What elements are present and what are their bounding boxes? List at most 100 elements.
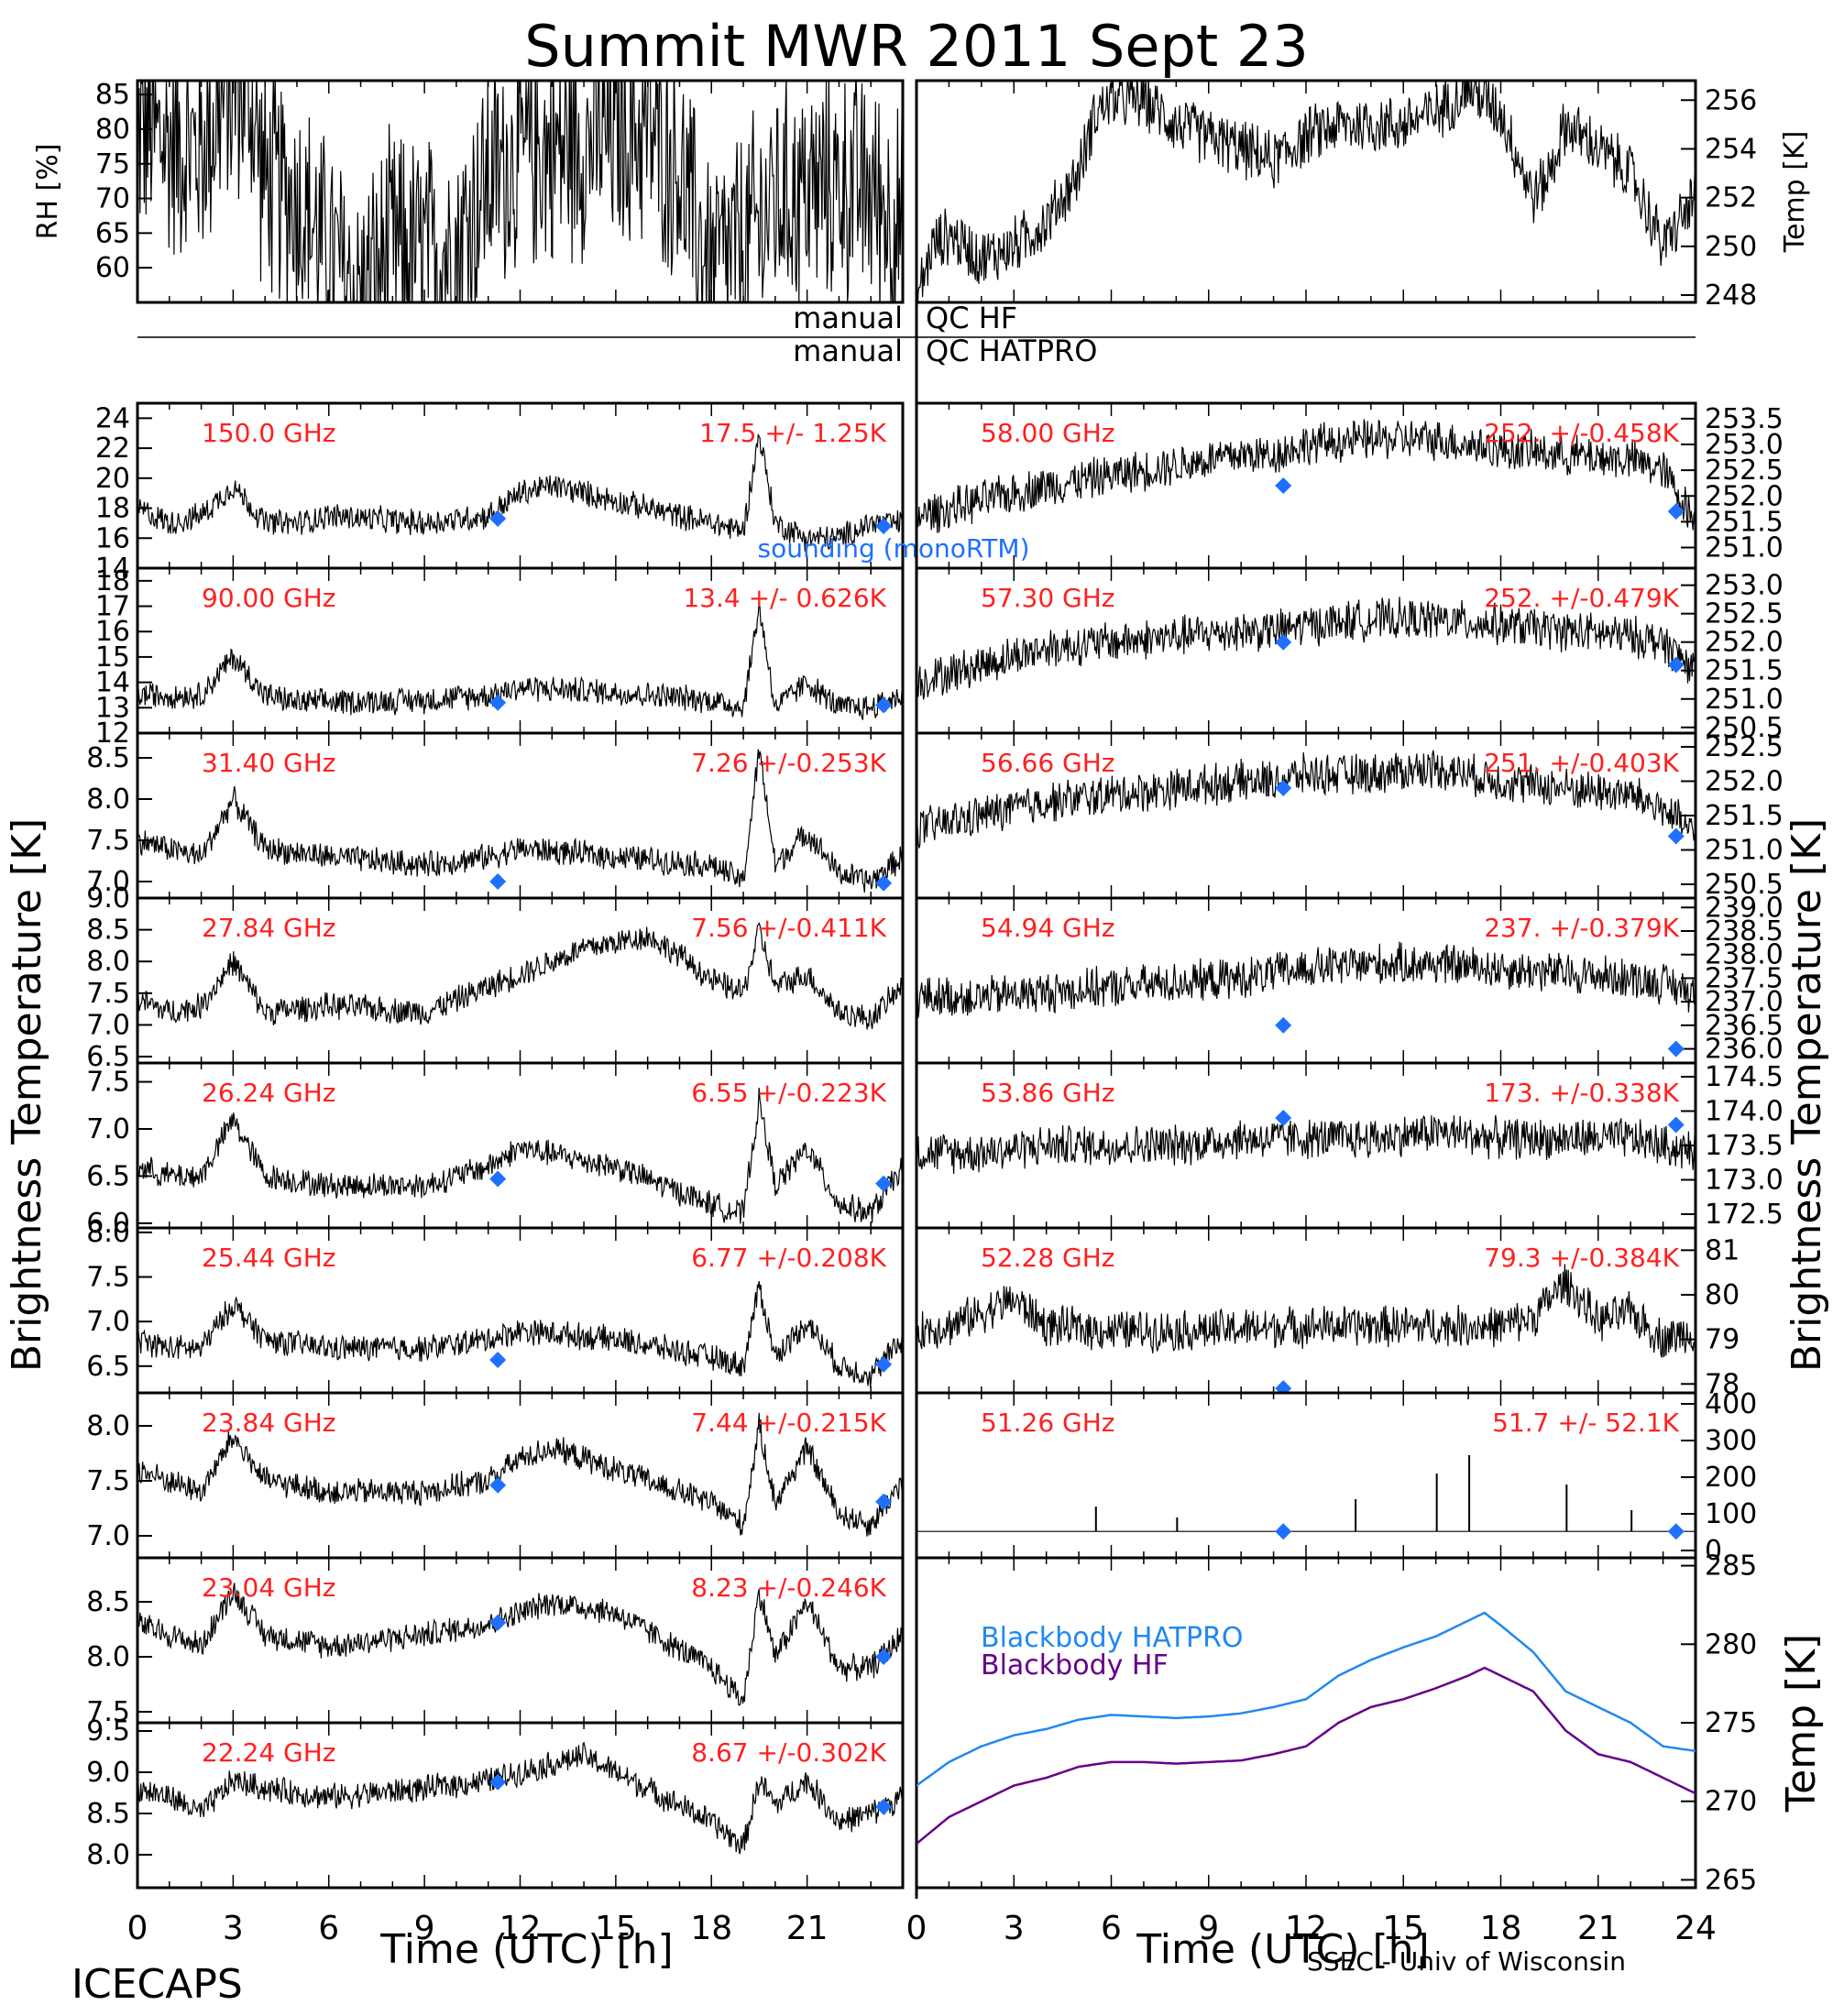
y-tick-label-31-40-ghz: 7.0 [86,866,130,898]
qc-hf-label: QC HF [926,301,1017,335]
y-tick-label-52-28-ghz: 79 [1705,1324,1740,1356]
y-tick-label-51-26-ghz: 400 [1705,1388,1757,1420]
y-tick-label-54-94-ghz: 237.5 [1705,962,1784,994]
stats-label-27-84-ghz: 7.56 +/-0.411K [691,913,886,943]
spike-51-26 [1176,1517,1179,1532]
data-trace-53-86-ghz [916,1114,1696,1175]
panel-23-04-ghz: 7.5 8.0 8.5 23.04 GHz 8.23 +/-0.246K [86,1556,905,1728]
y-tick-label-temp: 254 [1705,133,1757,165]
y-tick-label-57-30-ghz: 252.0 [1705,627,1784,659]
y-tick-label-31-40-ghz: 8.5 [86,742,130,774]
plot-area-53-86-ghz [916,1110,1696,1175]
x-tick-label-left: 21 [786,1910,829,1947]
sounding-diamond-22-24-ghz [875,1798,893,1815]
y-tick-label-51-26-ghz: 200 [1705,1462,1757,1494]
sounding-diamond-150-0-ghz [875,518,893,535]
data-trace-26-24-ghz [137,1087,903,1224]
y-tick-label-25-44-ghz: 7.5 [86,1262,130,1294]
sounding-diamond-25-44-ghz [489,1352,507,1368]
stats-label-54-94-ghz: 237. +/-0.379K [1484,913,1679,943]
stats-label-56-66-ghz: 251. +/-0.403K [1484,748,1679,778]
plot-area-27-84-ghz [137,921,903,1030]
x-tick-label-left: 15 [595,1910,637,1947]
y-tick-label-51-26-ghz: 0 [1705,1535,1722,1567]
y-tick-label-27-84-ghz: 8.0 [86,946,130,978]
y-tick-label-150-0-ghz: 16 [95,522,130,554]
data-trace-57-30-ghz [916,597,1696,700]
sounding-diamond-51-26-ghz [1667,1523,1685,1540]
x-tick-label-right: 12 [1285,1910,1327,1947]
plot-area-temp [916,81,1696,302]
y-tick-label-blackbody: 265 [1705,1864,1757,1896]
sounding-diamond-58-00-ghz [1275,477,1292,494]
data-trace-rh [137,81,903,302]
y-tick-label-90-00-ghz: 13 [95,692,130,724]
plot-area-rh [137,81,903,302]
y-tick-label-31-40-ghz: 8.0 [86,783,130,816]
y-tick-label-temp: 250 [1705,231,1757,263]
y-tick-label-blackbody: 275 [1705,1707,1757,1739]
plot-area-150-0-ghz [137,433,903,552]
y-tick-label-temp: 252 [1705,182,1757,214]
x-tick-label-right: 24 [1674,1910,1717,1947]
blackbody-y-axis-label: Temp [K] [1778,1634,1825,1813]
freq-label-23-04-ghz: 23.04 GHz [202,1572,336,1603]
freq-label-150-0-ghz: 150.0 GHz [202,418,336,448]
rh-y-axis-label: RH [%] [32,144,64,240]
brightness-temperature-label-right: Brightness Temperature [K] [1784,818,1830,1372]
y-tick-label-90-00-ghz: 15 [95,641,130,674]
footer-ssec: SSEC - Univ of Wisconsin [1307,1946,1626,1977]
plot-area-31-40-ghz [137,749,903,893]
sounding-diamond-57-30-ghz [1275,633,1292,651]
stats-label-58-00-ghz: 252. +/-0.458K [1484,418,1679,448]
freq-label-54-94-ghz: 54.94 GHz [981,913,1115,943]
x-tick-label-left: 3 [223,1910,244,1947]
sounding-diamond-26-24-ghz [875,1175,893,1192]
plot-area-58-00-ghz [916,419,1696,533]
data-trace-52-28-ghz [916,1264,1696,1358]
y-tick-label-31-40-ghz: 7.5 [86,825,130,857]
y-tick-label-58-00-ghz: 253.5 [1705,403,1784,435]
y-tick-label-56-66-ghz: 252.0 [1705,766,1784,798]
y-tick-label-58-00-ghz: 251.5 [1705,506,1784,538]
figure-title: Summit MWR 2011 Sept 23 [524,13,1309,80]
data-trace-temp [916,81,1696,302]
y-tick-label-150-0-ghz: 20 [95,463,130,495]
y-tick-label-27-84-ghz: 7.0 [86,1009,130,1041]
sounding-diamond-56-66-ghz [1667,827,1685,845]
plot-area-90-00-ghz [137,601,903,720]
freq-label-25-44-ghz: 25.44 GHz [202,1243,336,1273]
sounding-diamond-23-04-ghz [875,1649,893,1665]
series-line-blackbody-hatpro [916,1611,1696,1787]
sounding-diamond-57-30-ghz [1667,656,1685,674]
plot-area-blackbody [916,1611,1696,1845]
panel-22-24-ghz: 8.0 8.5 9.0 9.5 22.24 GHz 8.67 +/-0.302K [86,1715,905,1890]
plot-area-54-94-ghz [916,941,1696,1057]
data-trace-22-24-ghz [137,1741,903,1855]
y-tick-label-90-00-ghz: 17 [95,591,130,623]
y-tick-label-22-24-ghz: 8.0 [86,1839,130,1871]
y-tick-label-25-44-ghz: 7.0 [86,1306,130,1338]
y-tick-label-56-66-ghz: 252.5 [1705,731,1784,763]
series-line-blackbody-hf [916,1666,1696,1845]
qc-manual-hf: manual [793,301,903,335]
spike-51-26 [1468,1455,1471,1532]
freq-label-56-66-ghz: 56.66 GHz [981,748,1115,778]
y-tick-label-57-30-ghz: 253.0 [1705,570,1784,602]
y-tick-label-22-24-ghz: 8.5 [86,1798,130,1830]
y-tick-label-54-94-ghz: 238.0 [1705,939,1784,971]
qc-hatpro-label: QC HATPRO [926,334,1097,368]
stats-label-53-86-ghz: 173. +/-0.338K [1484,1078,1679,1108]
y-tick-label-57-30-ghz: 252.5 [1705,598,1784,630]
y-tick-label-54-94-ghz: 239.0 [1705,892,1784,924]
x-tick-label-left: 18 [690,1910,732,1947]
stats-label-26-24-ghz: 6.55 +/-0.223K [691,1078,886,1108]
x-tick-label-right: 9 [1198,1910,1219,1947]
sounding-diamond-53-86-ghz [1275,1110,1292,1126]
plot-area-22-24-ghz [137,1741,903,1855]
x-tick-label-left: 12 [499,1910,542,1947]
plot-area-23-84-ghz [137,1412,903,1537]
sounding-diamond-23-84-ghz [875,1493,893,1510]
